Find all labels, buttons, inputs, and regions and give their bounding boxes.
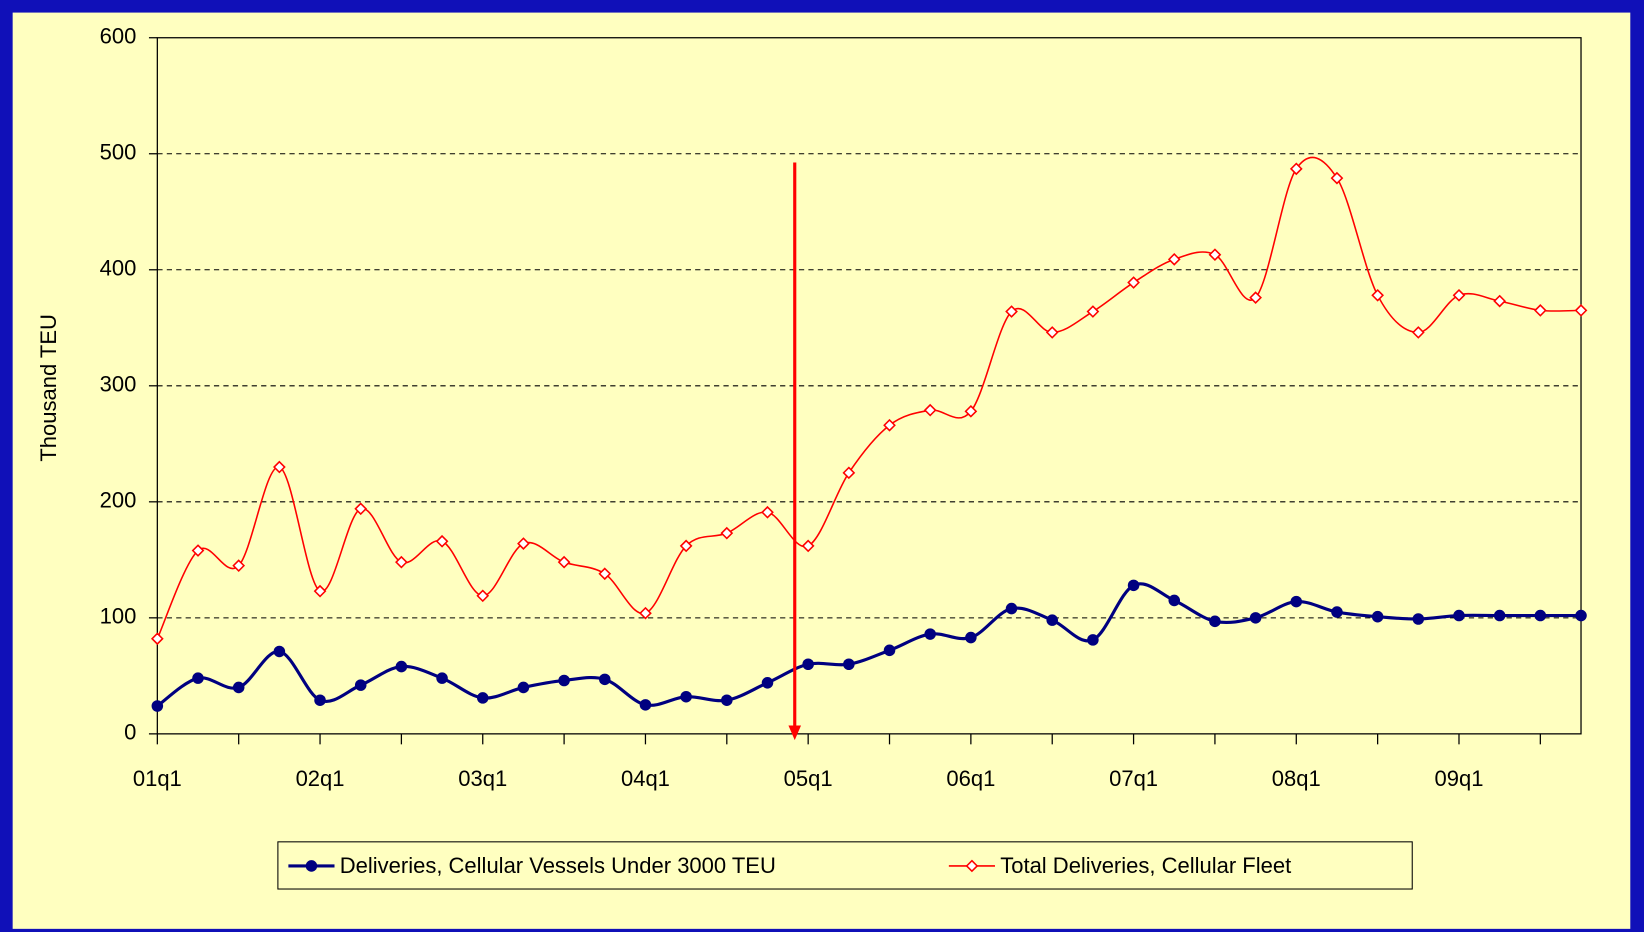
point <box>1411 326 1425 339</box>
annotation-arrowhead <box>788 725 802 741</box>
x-tick-label: 08q1 <box>1272 766 1321 791</box>
y-tick-label: 400 <box>100 256 137 281</box>
point <box>924 628 936 640</box>
point <box>883 418 896 432</box>
x-tick-label: 02q1 <box>296 766 345 791</box>
x-tick-label: 06q1 <box>946 766 995 791</box>
point <box>232 681 245 694</box>
point <box>354 679 367 691</box>
point <box>1086 305 1100 318</box>
point <box>558 674 570 687</box>
legend-items: Deliveries, Cellular Vessels Under 3000 … <box>288 853 1291 878</box>
point <box>1534 609 1547 622</box>
x-tick-label: 05q1 <box>784 766 833 791</box>
point <box>883 644 896 657</box>
point <box>435 534 449 548</box>
point <box>1574 304 1588 317</box>
point <box>557 555 571 569</box>
point <box>192 672 204 684</box>
point <box>1249 291 1262 304</box>
point <box>1331 606 1343 618</box>
point <box>476 692 489 704</box>
point <box>842 466 856 480</box>
point <box>1533 304 1547 317</box>
point <box>1209 615 1221 628</box>
x-tick-label: 04q1 <box>621 766 670 791</box>
point <box>1087 634 1099 646</box>
point <box>721 694 733 706</box>
point <box>1005 602 1018 615</box>
y-tick-label: 600 <box>100 24 137 49</box>
point <box>801 539 815 553</box>
point <box>354 502 368 516</box>
point <box>720 526 734 540</box>
y-tick-label: 500 <box>100 140 137 165</box>
point <box>639 606 652 620</box>
point <box>1208 248 1222 262</box>
point <box>598 567 612 581</box>
point <box>395 660 408 673</box>
x-tick-label: 07q1 <box>1109 766 1158 791</box>
legend-marker <box>305 860 318 872</box>
point <box>517 681 530 694</box>
point <box>1249 612 1262 624</box>
point <box>965 631 977 644</box>
point <box>1289 162 1303 176</box>
legend-marker <box>965 859 979 873</box>
x-tick-label: 01q1 <box>133 766 182 791</box>
point <box>1168 594 1181 607</box>
legend <box>277 841 1413 890</box>
point <box>639 699 652 711</box>
y-axis-label: Thousand TEU <box>36 314 61 462</box>
x-tick-label: 03q1 <box>458 766 507 791</box>
point <box>517 537 530 550</box>
point <box>843 658 855 671</box>
point <box>679 539 693 553</box>
point <box>761 505 774 519</box>
point <box>1575 609 1587 622</box>
point <box>436 672 448 684</box>
lines <box>150 156 1588 712</box>
point <box>1005 305 1018 318</box>
point <box>1493 294 1507 308</box>
point <box>232 559 246 572</box>
point <box>761 677 774 689</box>
point <box>191 544 205 557</box>
point <box>150 632 164 646</box>
y-tick-label: 200 <box>100 488 137 513</box>
point <box>1371 288 1384 302</box>
point <box>1045 326 1059 339</box>
point <box>1127 276 1140 289</box>
y-tick-label: 300 <box>100 372 137 397</box>
point <box>1453 609 1465 622</box>
point <box>964 404 978 418</box>
point <box>680 690 692 703</box>
point <box>1127 579 1140 592</box>
point <box>314 694 326 706</box>
point <box>273 460 286 474</box>
point <box>802 658 814 671</box>
point <box>476 589 490 603</box>
x-tick-label: 09q1 <box>1435 766 1484 791</box>
point <box>1493 609 1506 622</box>
point <box>273 645 286 658</box>
point <box>151 700 164 712</box>
point <box>923 403 937 417</box>
point <box>313 584 327 598</box>
point <box>1290 595 1303 608</box>
point <box>395 555 408 569</box>
legend-label: Deliveries, Cellular Vessels Under 3000 … <box>340 853 776 878</box>
y-tick-label: 100 <box>100 604 137 629</box>
legend-label: Total Deliveries, Cellular Fleet <box>1000 853 1291 878</box>
point <box>1167 252 1181 266</box>
point <box>1046 614 1058 626</box>
point <box>1330 171 1344 185</box>
grid: 0 100 200 300 400 500 600 01q1 02q1 03q1 04q1 05q1 0… <box>100 24 1582 791</box>
point <box>1452 288 1466 302</box>
y-tick-label: 0 <box>124 720 136 745</box>
point <box>599 673 611 686</box>
point <box>1371 610 1384 623</box>
point <box>1412 613 1425 625</box>
